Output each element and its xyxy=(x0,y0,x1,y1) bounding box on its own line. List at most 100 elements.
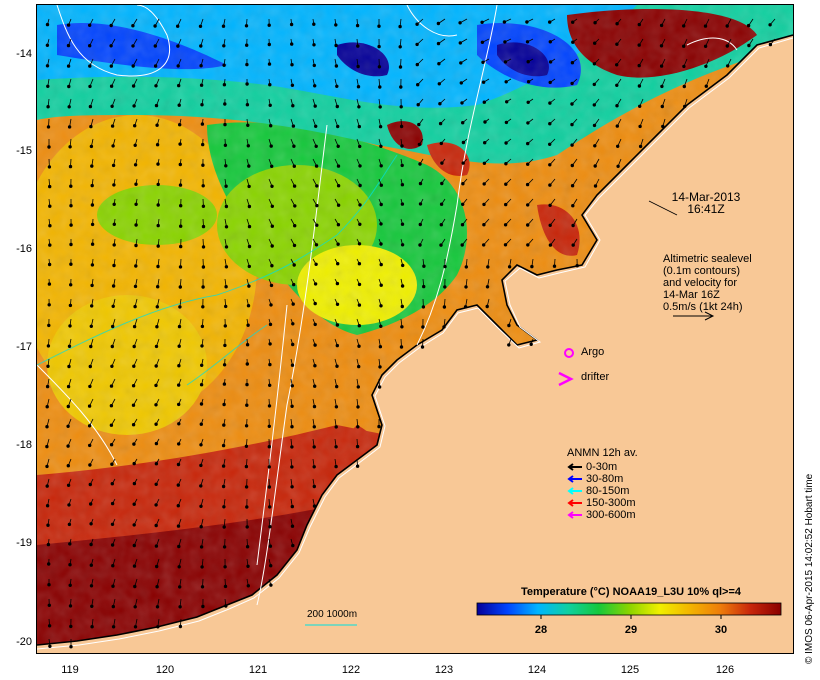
velocity-arrow-head xyxy=(199,545,204,549)
velocity-arrow-head xyxy=(398,45,402,49)
velocity-arrow-head xyxy=(201,224,206,229)
velocity-arrow-head xyxy=(47,145,51,149)
velocity-arrow-head xyxy=(224,604,228,608)
velocity-arrow-head xyxy=(67,125,72,129)
velocity-arrow-head xyxy=(503,60,508,64)
velocity-arrow-head xyxy=(268,362,272,367)
velocity-arrow-head xyxy=(415,42,419,47)
velocity-arrow-head xyxy=(290,342,295,347)
velocity-arrow-head xyxy=(356,405,360,409)
velocity-arrow-head xyxy=(267,465,271,469)
velocity-arrow-head xyxy=(134,223,138,227)
velocity-arrow-head xyxy=(398,24,402,29)
velocity-arrow-head xyxy=(268,525,272,529)
velocity-arrow-head xyxy=(290,465,294,469)
velocity-arrow-head xyxy=(66,23,71,27)
velocity-arrow-head xyxy=(87,424,92,428)
velocity-arrow-head xyxy=(268,544,273,548)
velocity-arrow-head xyxy=(199,484,203,488)
velocity-arrow-head xyxy=(267,404,272,408)
velocity-arrow-head xyxy=(290,404,294,408)
velocity-arrow-head xyxy=(336,203,341,207)
velocity-arrow-head xyxy=(200,585,205,589)
velocity-arrow-head xyxy=(176,383,181,387)
velocity-arrow-head xyxy=(267,445,271,449)
velocity-arrow-head xyxy=(132,461,136,466)
velocity-arrow-head xyxy=(548,60,553,64)
x-tick-label: 125 xyxy=(620,664,640,676)
velocity-arrow-head xyxy=(244,485,249,489)
velocity-arrow-head xyxy=(377,24,381,28)
velocity-arrow-head xyxy=(245,382,249,387)
velocity-arrow-head xyxy=(357,303,362,307)
velocity-arrow-head xyxy=(291,124,296,128)
velocity-arrow-head xyxy=(222,545,227,549)
anmn-legend-item: 300-600m xyxy=(567,509,638,521)
velocity-arrow-head xyxy=(438,101,442,106)
velocity-arrow-head xyxy=(379,222,383,226)
velocity-arrow-head xyxy=(88,84,92,89)
velocity-arrow-head xyxy=(416,102,420,107)
velocity-arrow-head xyxy=(67,105,71,109)
y-tick-label: -16 xyxy=(16,243,32,255)
velocity-arrow-head xyxy=(593,144,597,148)
velocity-arrow-head xyxy=(481,60,485,64)
y-tick-label: -15 xyxy=(16,145,32,157)
velocity-arrow-head xyxy=(267,424,271,428)
anmn-legend-label: 150-300m xyxy=(586,497,636,509)
velocity-arrow-head xyxy=(131,44,135,48)
velocity-arrow-head xyxy=(244,464,249,469)
drifter-marker-icon[interactable] xyxy=(558,371,574,387)
velocity-arrow-head xyxy=(247,264,251,269)
sst-map[interactable] xyxy=(37,5,793,653)
velocity-arrow-head xyxy=(400,304,404,309)
velocity-arrow-head xyxy=(682,64,686,69)
velocity-arrow-head xyxy=(659,23,664,28)
argo-marker-icon[interactable] xyxy=(564,348,574,358)
velocity-arrow-head xyxy=(178,183,183,187)
velocity-arrow-head xyxy=(222,402,226,407)
velocity-arrow-head xyxy=(68,303,73,308)
velocity-arrow-head xyxy=(336,242,340,246)
velocity-arrow-head xyxy=(222,423,226,427)
velocity-arrow-head xyxy=(110,522,115,526)
velocity-arrow-head xyxy=(245,362,249,366)
velocity-arrow-head xyxy=(289,42,294,46)
x-tick-label: 126 xyxy=(715,664,735,676)
map-frame: 14-Mar-2013 16:41Z Altimetric sealevel (… xyxy=(36,4,794,654)
reference-velocity-arrow xyxy=(673,311,715,321)
velocity-arrow-head xyxy=(247,204,252,209)
velocity-arrow-head xyxy=(379,183,383,187)
velocity-arrow-head xyxy=(132,324,137,329)
velocity-arrow-head xyxy=(593,164,597,168)
velocity-arrow-head xyxy=(178,285,182,289)
velocity-arrow-head xyxy=(177,344,181,348)
velocity-arrow-head xyxy=(267,383,272,387)
velocity-arrow-head xyxy=(293,204,297,208)
velocity-arrow-head xyxy=(592,82,596,87)
velocity-arrow-head xyxy=(45,484,49,488)
colorbar-tick-29: 29 xyxy=(624,624,638,636)
velocity-arrow-head xyxy=(66,424,70,428)
velocity-arrow-head xyxy=(570,102,574,106)
velocity-arrow-head xyxy=(224,245,229,249)
velocity-arrow-head xyxy=(247,164,251,168)
timestamp-pointer xyxy=(648,200,678,216)
velocity-arrow-head xyxy=(112,183,116,187)
velocity-arrow-head xyxy=(45,444,49,449)
velocity-arrow-head xyxy=(132,364,136,368)
velocity-arrow-head xyxy=(482,243,486,247)
velocity-arrow-head xyxy=(461,202,465,206)
velocity-arrow-head xyxy=(358,183,362,188)
velocity-arrow-head xyxy=(199,44,203,48)
velocity-arrow-head xyxy=(356,425,360,429)
velocity-arrow-head xyxy=(154,462,159,466)
velocity-arrow-head xyxy=(314,243,319,247)
velocity-arrow-head xyxy=(313,384,317,388)
velocity-arrow-head xyxy=(66,464,70,468)
velocity-arrow-head xyxy=(223,584,228,589)
velocity-arrow-head xyxy=(133,605,137,609)
velocity-arrow-head xyxy=(358,164,362,168)
velocity-arrow-head xyxy=(507,343,511,347)
y-tick-label: -18 xyxy=(16,439,32,451)
